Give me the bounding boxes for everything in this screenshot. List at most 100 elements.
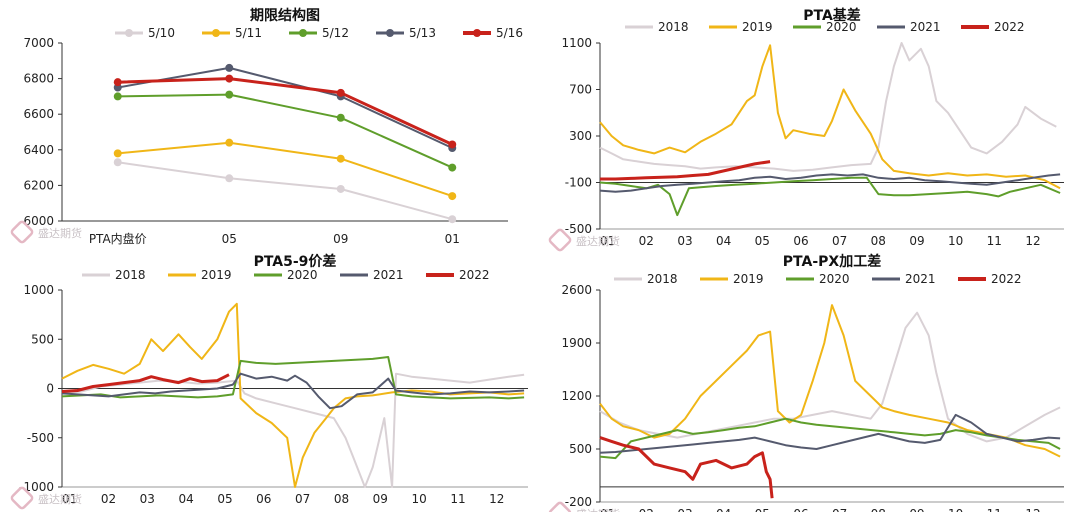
y-tick-label: 1200 [561, 389, 592, 403]
y-tick-label: 1900 [561, 336, 592, 350]
x-tick-label: 09 [373, 492, 388, 506]
series-line-2022 [61, 373, 230, 393]
watermark-logo: 盛达期货 [10, 486, 82, 510]
x-tick-label: 01 [445, 232, 460, 246]
chart-title: 期限结构图 [250, 7, 320, 24]
series-line-2022 [600, 160, 771, 181]
data-point [225, 138, 234, 147]
x-tick-label: 08 [871, 234, 886, 248]
y-tick-label: 1000 [23, 283, 54, 297]
x-tick-label: 09 [909, 234, 924, 248]
legend-marker [386, 29, 394, 37]
x-tick-label: 06 [793, 234, 808, 248]
legend-label: 2018 [658, 20, 689, 34]
x-tick-label: 05 [217, 492, 232, 506]
series-line-2021 [599, 173, 1061, 193]
watermark-text: 盛达期货 [576, 507, 620, 512]
series-line-2019 [61, 302, 525, 488]
legend-label: 2020 [287, 268, 318, 282]
watermark-text: 盛达期货 [38, 492, 82, 506]
data-point [225, 90, 234, 99]
series-line-2018 [599, 42, 1057, 172]
data-point [448, 192, 457, 201]
legend-label: 5/10 [148, 26, 175, 40]
y-tick-label: 300 [569, 129, 592, 143]
x-tick-label: 04 [716, 507, 731, 512]
y-tick-label: -500 [565, 222, 592, 236]
x-tick-label: 09 [333, 232, 348, 246]
x-tick-label: 10 [948, 234, 963, 248]
data-point [113, 78, 122, 87]
x-tick-label: 01 [62, 492, 77, 506]
legend-label: 2018 [115, 268, 146, 282]
legend-label: 2022 [459, 268, 490, 282]
x-tick-label: 12 [1025, 234, 1040, 248]
data-point [336, 113, 345, 122]
data-point [336, 88, 345, 97]
legend-label: 2019 [733, 272, 764, 286]
data-point [336, 184, 345, 193]
legend-marker [212, 29, 220, 37]
x-tick-label: 01 [600, 507, 615, 512]
data-point [113, 149, 122, 158]
watermark-logo: 盛达期货 [548, 228, 620, 252]
watermark-text: 盛达期货 [576, 234, 620, 248]
y-tick-label: -1000 [19, 480, 54, 494]
chart-panel-2: PTA基差 -500 -100 300 700 1100 01 02 03 04 05 06 07 08 0… [548, 7, 1064, 252]
series-line-5-11 [117, 141, 453, 198]
x-tick-label: 12 [489, 492, 504, 506]
series-line-2018 [61, 372, 525, 488]
legend-label: 5/12 [322, 26, 349, 40]
y-tick-label: -100 [565, 176, 592, 190]
series-line-5-13 [117, 66, 453, 149]
series-line-5-10 [117, 161, 453, 221]
legend-label: 2018 [647, 272, 678, 286]
data-point [225, 174, 234, 183]
data-point [225, 74, 234, 83]
watermark-text: 盛达期货 [38, 226, 82, 240]
y-tick-label: 7000 [23, 36, 54, 50]
legend-label: 2021 [373, 268, 404, 282]
x-tick-label: 08 [871, 507, 886, 512]
legend-label: 2021 [905, 272, 936, 286]
x-tick-label: 07 [832, 234, 847, 248]
series-line-2021 [61, 372, 525, 410]
watermark-icon [10, 220, 34, 244]
y-tick-label: 6400 [23, 143, 54, 157]
legend-marker [125, 29, 133, 37]
y-tick-label: -200 [565, 495, 592, 509]
legend-label: 2020 [826, 20, 857, 34]
y-tick-label: 6200 [23, 178, 54, 192]
watermark-icon [548, 501, 572, 512]
legend-label: 5/11 [235, 26, 262, 40]
data-point [448, 163, 457, 172]
series-line-2019 [599, 304, 1061, 458]
x-tick-label: 12 [1025, 507, 1040, 512]
x-tick-label: 09 [909, 507, 924, 512]
x-tick-label: 02 [101, 492, 116, 506]
x-tick-label: 03 [677, 234, 692, 248]
series-line-5-12 [117, 93, 453, 169]
x-tick-label: 05 [222, 232, 237, 246]
y-tick-label: 500 [31, 332, 54, 346]
series-line-2019 [599, 44, 1061, 190]
legend-label: 2019 [742, 20, 773, 34]
x-tick-label: 06 [256, 492, 271, 506]
chart-title: PTA基差 [803, 7, 861, 24]
x-tick-label: 06 [793, 507, 808, 512]
legend-label: 2019 [201, 268, 232, 282]
legend-marker [473, 29, 481, 37]
x-tick-label: 10 [412, 492, 427, 506]
x-tick-label: 05 [755, 234, 770, 248]
series-line-5-16 [117, 77, 453, 146]
series-line-2022 [599, 436, 774, 499]
x-tick-label: 04 [179, 492, 194, 506]
y-tick-label: 6800 [23, 72, 54, 86]
legend-label: 2020 [819, 272, 850, 286]
y-tick-label: 6600 [23, 107, 54, 121]
x-tick-label: 11 [450, 492, 465, 506]
y-tick-label: 2600 [561, 283, 592, 297]
y-tick-label: 6000 [23, 214, 54, 228]
legend-label: 2022 [994, 20, 1025, 34]
